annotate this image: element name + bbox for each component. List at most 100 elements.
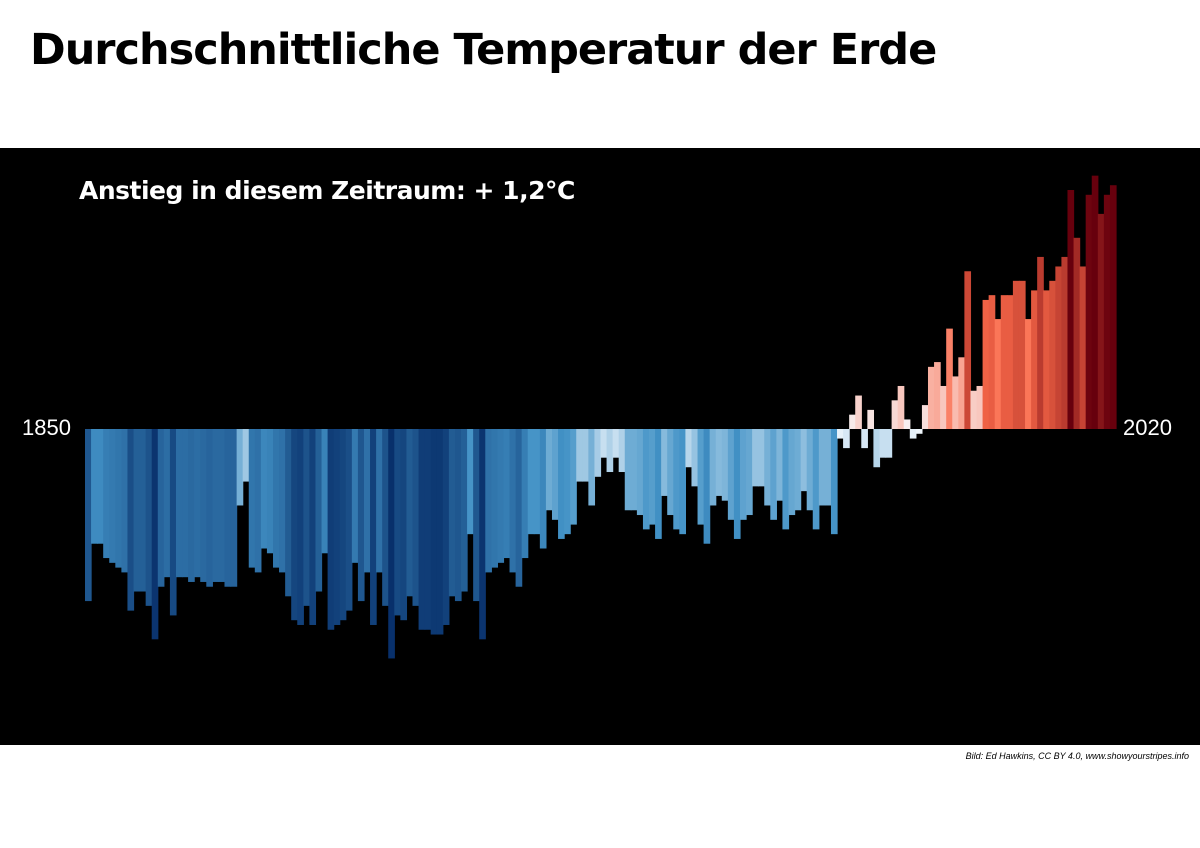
- bar-1980: [873, 429, 881, 468]
- bar-1942: [642, 429, 650, 530]
- bar-1941: [636, 429, 644, 516]
- bar-1872: [218, 429, 226, 582]
- image-credit: Bild: Ed Hawkins, CC BY 4.0, www.showyou…: [965, 751, 1189, 761]
- bar-1952: [703, 429, 711, 544]
- bar-1881: [273, 429, 280, 568]
- chart-bars-svg: [85, 175, 1117, 659]
- bar-1913: [467, 429, 474, 535]
- bar-1860: [145, 429, 153, 606]
- bar-1981: [879, 429, 887, 458]
- bar-1956: [727, 429, 735, 520]
- bar-1953: [709, 429, 717, 506]
- bar-1982: [885, 429, 893, 458]
- bar-1854: [109, 429, 116, 563]
- bar-1869: [200, 429, 207, 582]
- bar-1916: [485, 429, 492, 573]
- bar-1896: [363, 429, 371, 573]
- bar-2005: [1025, 319, 1032, 429]
- bar-1938: [618, 429, 626, 473]
- bar-1961: [758, 429, 765, 487]
- bar-1988: [921, 405, 929, 429]
- bar-1966: [788, 429, 796, 516]
- bar-1893: [345, 429, 353, 611]
- bar-1902: [400, 429, 408, 621]
- bar-1874: [230, 429, 238, 587]
- bar-1946: [667, 429, 674, 516]
- bar-1929: [564, 429, 571, 535]
- bar-1910: [448, 429, 456, 597]
- bar-2003: [1012, 280, 1020, 429]
- bar-1995: [964, 271, 972, 429]
- x-start-label: 1850: [22, 415, 71, 440]
- bar-1897: [370, 429, 377, 625]
- bar-1947: [673, 429, 680, 530]
- bar-1878: [254, 429, 262, 573]
- bar-1911: [454, 429, 462, 602]
- bar-1931: [576, 429, 583, 482]
- bar-1933: [588, 429, 596, 506]
- bar-1905: [418, 429, 426, 630]
- bar-2018: [1103, 194, 1111, 429]
- bar-1983: [891, 400, 899, 429]
- bar-1944: [655, 429, 662, 539]
- bar-1907: [430, 429, 438, 635]
- bar-1958: [739, 429, 747, 520]
- bar-1876: [242, 429, 250, 482]
- bar-1987: [915, 429, 923, 434]
- bar-1992: [946, 328, 953, 429]
- bar-1864: [169, 429, 177, 616]
- bar-1986: [909, 429, 917, 439]
- bar-1924: [533, 429, 541, 535]
- bar-1855: [115, 429, 122, 568]
- bar-1954: [715, 429, 723, 496]
- bar-2007: [1037, 256, 1044, 429]
- bar-1892: [339, 429, 347, 621]
- bar-2014: [1079, 266, 1087, 429]
- bar-1976: [849, 414, 856, 429]
- bar-1883: [285, 429, 292, 597]
- bar-1882: [279, 429, 286, 573]
- bar-1997: [976, 385, 984, 429]
- bar-1948: [679, 429, 686, 535]
- bar-1949: [685, 429, 693, 468]
- bar-1960: [752, 429, 759, 487]
- bar-1859: [139, 429, 147, 592]
- bar-1991: [940, 385, 947, 429]
- bar-1863: [163, 429, 171, 578]
- bar-1879: [260, 429, 268, 549]
- bar-1989: [927, 366, 935, 429]
- bar-1851: [91, 429, 98, 544]
- bar-1951: [697, 429, 705, 525]
- bar-2017: [1097, 213, 1105, 429]
- bar-1928: [558, 429, 565, 539]
- bar-1885: [297, 429, 304, 625]
- bar-1889: [321, 429, 329, 554]
- bar-1998: [982, 299, 990, 429]
- bar-1926: [545, 429, 553, 511]
- bar-1971: [818, 429, 826, 506]
- bar-1963: [770, 429, 777, 520]
- bar-2012: [1067, 190, 1075, 429]
- bar-1856: [121, 429, 129, 573]
- page-title: Durchschnittliche Temperatur der Erde: [30, 25, 937, 75]
- bar-1857: [127, 429, 135, 611]
- bar-1936: [606, 429, 614, 473]
- bar-2008: [1043, 290, 1050, 429]
- bar-1861: [151, 429, 159, 640]
- bar-1871: [212, 429, 220, 582]
- bar-1919: [503, 429, 511, 559]
- bar-1937: [612, 429, 620, 458]
- bar-1968: [800, 429, 808, 492]
- bar-1950: [691, 429, 699, 487]
- bar-1974: [837, 429, 844, 439]
- bar-1880: [266, 429, 274, 554]
- bar-1967: [794, 429, 802, 511]
- bar-1970: [812, 429, 820, 530]
- bar-1900: [388, 429, 395, 659]
- bar-1917: [491, 429, 498, 568]
- bar-2013: [1073, 237, 1081, 429]
- bar-1923: [527, 429, 535, 535]
- bar-1921: [515, 429, 523, 587]
- bar-1908: [436, 429, 444, 635]
- bar-2009: [1049, 280, 1056, 429]
